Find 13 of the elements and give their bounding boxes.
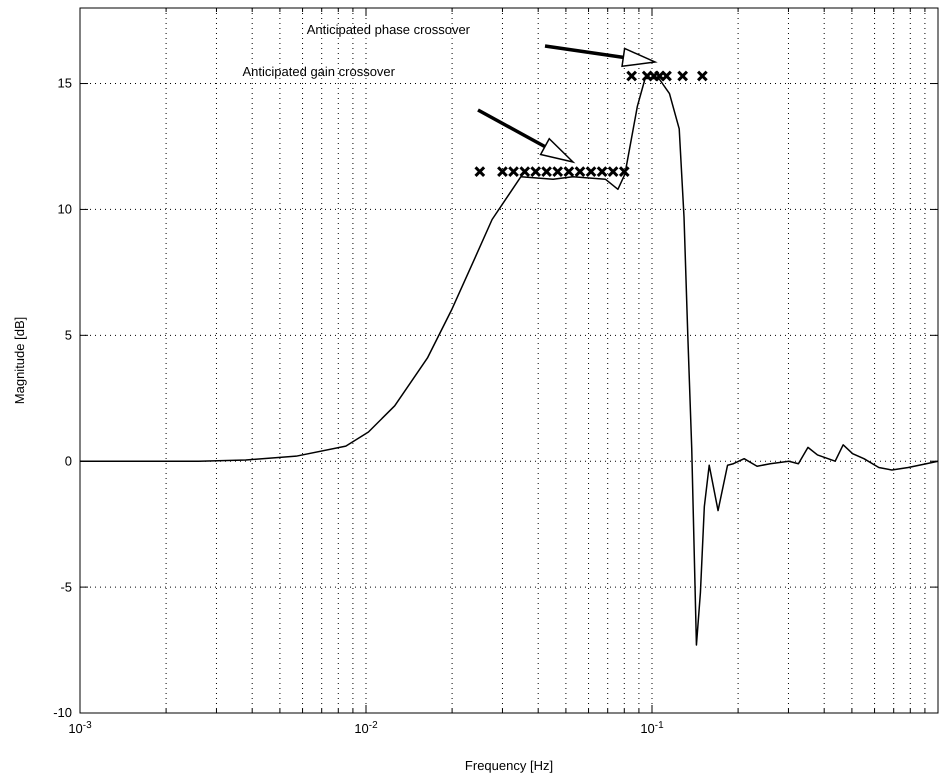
y-tick-label: 15 <box>58 76 72 91</box>
x-tick-label: 10$^{-1}$ <box>640 719 664 736</box>
y-tick-label: 10 <box>58 202 72 217</box>
annotation: Anticipated gain crossover <box>242 64 396 79</box>
y-axis-title: Magnitude [dB] <box>12 316 27 404</box>
x-axis-title: Frequency [Hz] <box>464 758 554 773</box>
y-tick-label: -10 <box>53 705 72 720</box>
x-tick-label: 10$^{-2}$ <box>354 719 378 736</box>
y-tick-label: -5 <box>60 579 72 594</box>
y-tick-label: 0 <box>64 453 72 468</box>
annotation: Anticipated phase crossover <box>306 22 471 37</box>
y-tick-label: 5 <box>64 327 72 342</box>
x-tick-label: 10$^{-3}$ <box>68 719 92 736</box>
